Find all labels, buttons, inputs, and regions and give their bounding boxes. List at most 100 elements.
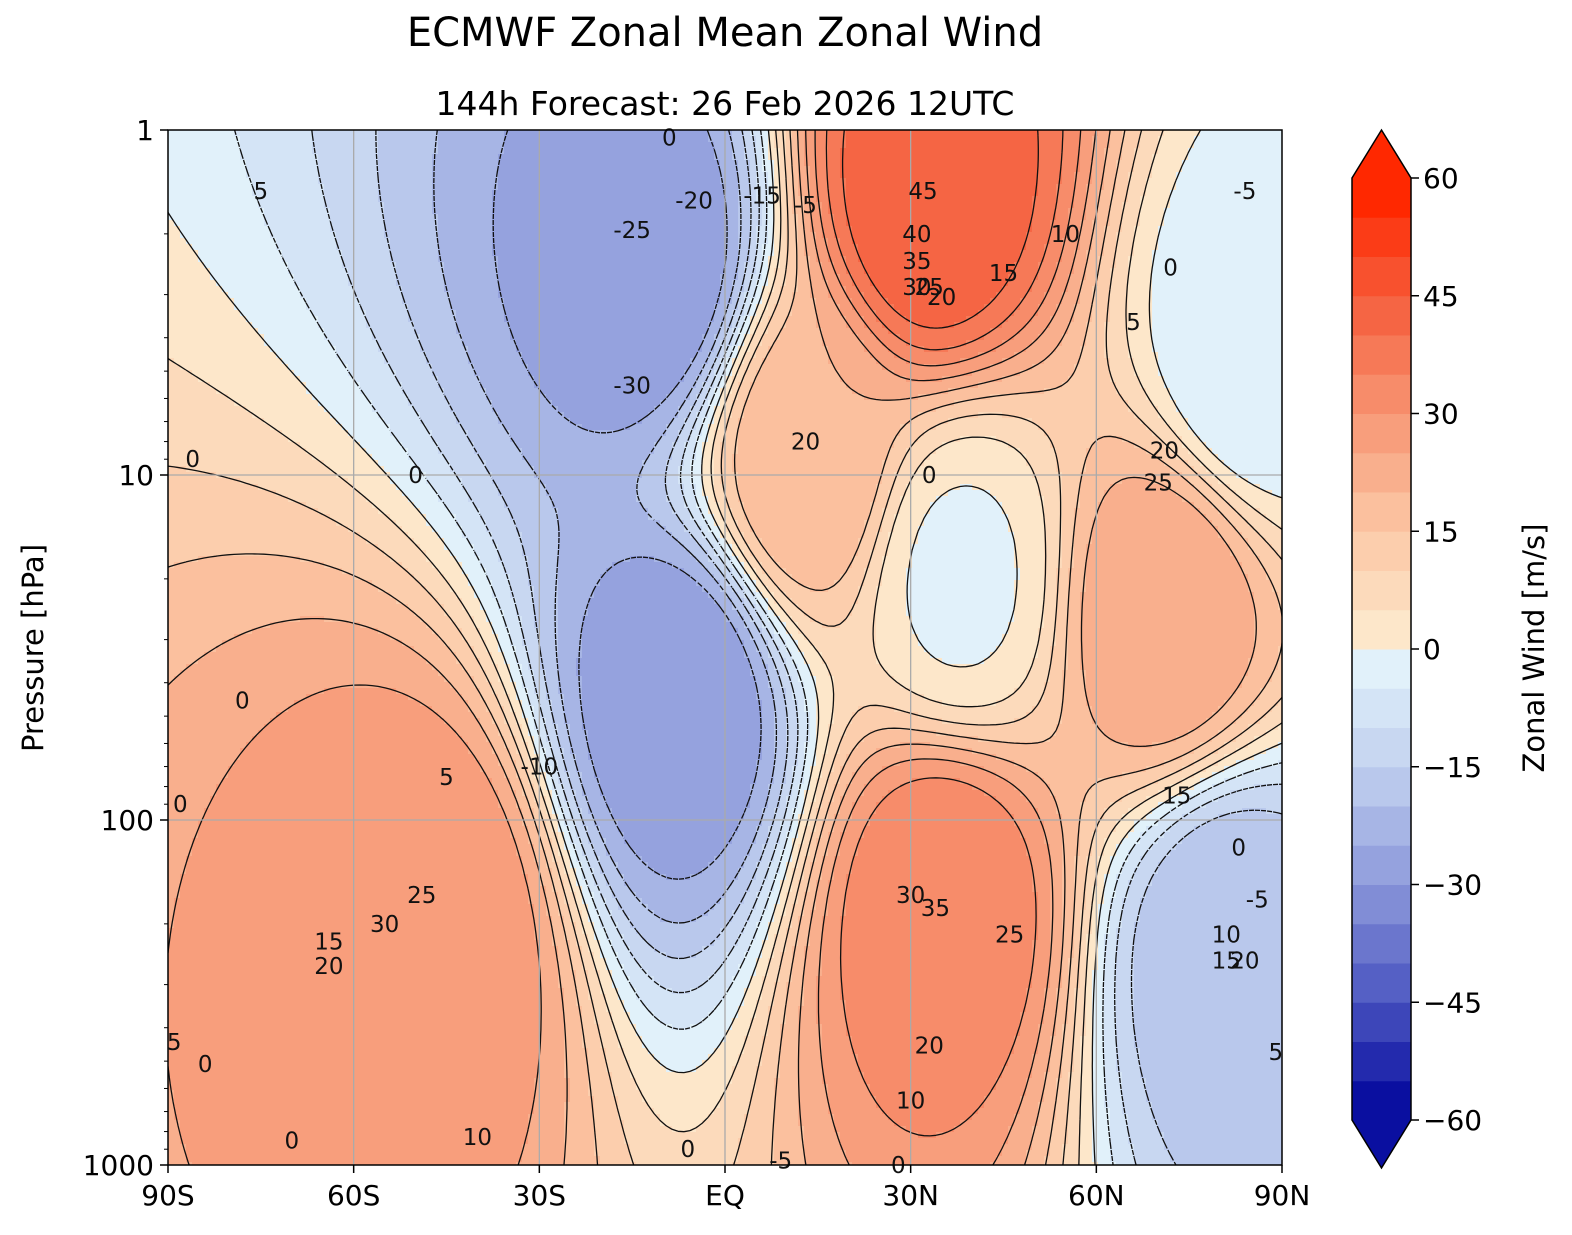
contour-label: 45 — [908, 179, 937, 205]
contour-line — [168, 130, 1282, 1165]
contour-label: 15 — [1162, 784, 1191, 810]
contour-label: 5 — [254, 179, 269, 205]
contour-line — [814, 130, 1082, 1137]
x-tick-label: 60N — [1068, 1179, 1125, 1212]
contour-line — [168, 130, 1282, 1165]
colorbar-band — [1352, 570, 1411, 611]
x-axis: 90S 60S 30S EQ 30N 60N 90N — [141, 1165, 1310, 1212]
contour-line — [168, 130, 1097, 1165]
colorbar-extend-min — [1352, 1120, 1411, 1168]
contour-label: 35 — [921, 896, 950, 922]
contour-label: 25 — [915, 275, 944, 301]
contour-label: 10 — [896, 1088, 925, 1114]
contour-label: 0 — [198, 1052, 213, 1078]
y-axis: 1 10 100 1000 — [83, 114, 168, 1182]
contour-line — [168, 130, 1282, 1165]
contour-label: 15 — [1212, 948, 1241, 974]
colorbar-band — [1352, 413, 1411, 454]
contour-label: -10 — [521, 755, 559, 781]
contour-label: 5 — [1126, 310, 1141, 336]
contour-line — [433, 130, 778, 924]
contour-label: 20 — [314, 954, 343, 980]
colorbar-band — [1352, 335, 1411, 375]
contour-field — [168, 130, 1282, 1165]
colorbar-band — [1352, 963, 1411, 1003]
y-tick-label: 100 — [101, 804, 154, 837]
x-tick-label: 60S — [327, 1179, 380, 1212]
colorbar-band — [1352, 806, 1411, 846]
x-tick-label: EQ — [705, 1179, 745, 1212]
colorbar-tick-label: 0 — [1423, 633, 1441, 666]
contour-label: -5 — [794, 193, 817, 219]
contour-label: 40 — [902, 222, 931, 248]
colorbar-band — [1352, 217, 1411, 257]
contour-label: -25 — [613, 218, 651, 244]
contour-label: 0 — [662, 125, 677, 151]
colorbar-band — [1352, 884, 1411, 925]
contour-label: 0 — [284, 1129, 299, 1155]
colorbar-band — [1352, 1041, 1411, 1082]
colorbar-band — [1352, 452, 1411, 493]
contour-label: -30 — [613, 373, 651, 399]
contour-label: 0 — [922, 463, 937, 489]
chart-title: ECMWF Zonal Mean Zonal Wind — [406, 10, 1044, 56]
colorbar-tick-label: −45 — [1423, 986, 1482, 1019]
contour-label: 0 — [891, 1153, 906, 1179]
colorbar-band — [1352, 688, 1411, 728]
contour-label: 10 — [463, 1125, 492, 1151]
colorbar-band — [1352, 492, 1411, 532]
x-tick-label: 90S — [141, 1179, 194, 1212]
y-axis-label: Pressure [hPa] — [16, 544, 50, 752]
colorbar: 60 45 30 15 0 −15 −30 −45 −60 — [1351, 128, 1482, 1170]
colorbar-band — [1352, 1002, 1411, 1042]
contour-label: 25 — [1144, 470, 1173, 496]
contour-line — [375, 130, 1282, 1165]
contour-label: 0 — [681, 1137, 696, 1163]
x-tick-label: 30N — [882, 1179, 939, 1212]
colorbar-tick-label: 60 — [1423, 162, 1459, 195]
contour-line — [233, 130, 1282, 1165]
contour-line — [825, 130, 1064, 351]
contour-label: 20 — [927, 285, 956, 311]
colorbar-label: Zonal Wind [m/s] — [1517, 524, 1551, 773]
colorbar-tick-label: 30 — [1423, 398, 1459, 431]
colorbar-band — [1352, 295, 1411, 336]
contour-label: -5 — [1233, 179, 1256, 205]
colorbar-band — [1352, 766, 1411, 807]
y-tick-label: 1 — [136, 114, 154, 147]
contour-label: 10 — [1051, 222, 1080, 248]
contour-line — [492, 130, 762, 880]
colorbar-tick-label: 45 — [1423, 280, 1459, 313]
colorbar-band — [1352, 374, 1411, 414]
contour-label: 0 — [1231, 835, 1246, 861]
contour-label: 5 — [439, 765, 454, 791]
contour-label: 20 — [1150, 439, 1179, 465]
colorbar-band — [1352, 1080, 1411, 1121]
colorbar-band — [1352, 178, 1411, 218]
contour-label: 20 — [1230, 948, 1259, 974]
contour-label: 0 — [408, 463, 423, 489]
contour-label: 30 — [370, 912, 399, 938]
contour-label: 0 — [235, 688, 250, 714]
contour-line — [168, 130, 1257, 1165]
y-tick-label: 10 — [118, 459, 154, 492]
contour-label: 20 — [791, 430, 820, 456]
contour-line — [841, 130, 1039, 329]
contour-label: 30 — [902, 275, 931, 301]
x-tick-label: 30S — [513, 1179, 566, 1212]
contour-label: 25 — [407, 883, 436, 909]
gridlines — [168, 130, 1282, 1165]
contour-label: 5 — [167, 1030, 182, 1056]
colorbar-tick-label: 15 — [1423, 515, 1459, 548]
y-tick-label: 1000 — [83, 1149, 154, 1182]
contour-label: -15 — [743, 184, 781, 210]
contour-label: 20 — [915, 1033, 944, 1059]
contour-label: 15 — [314, 930, 343, 956]
contour-label: 0 — [173, 792, 188, 818]
colorbar-tick-label: −30 — [1423, 869, 1482, 902]
contour-label: 0 — [1163, 255, 1178, 281]
colorbar-band — [1352, 609, 1411, 650]
contour-lines — [168, 130, 1282, 1165]
